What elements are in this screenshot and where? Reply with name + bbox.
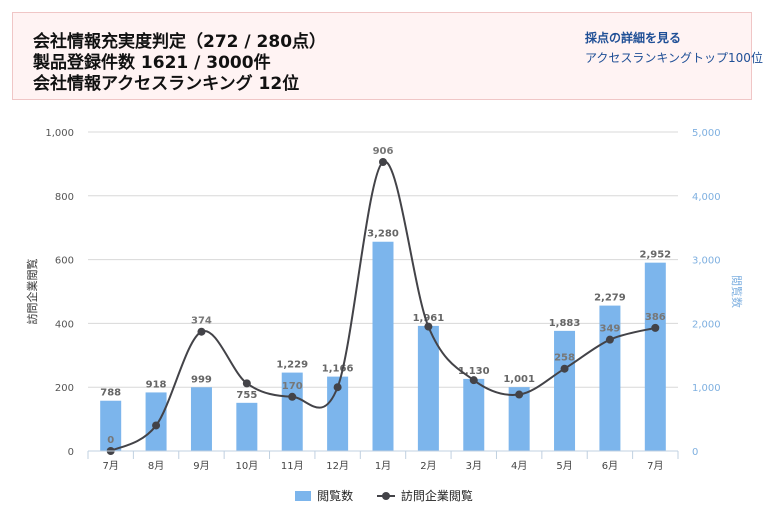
y-right-axis-title: 閲覧数: [730, 275, 744, 308]
line-point: [379, 157, 387, 166]
line-data-label: 349: [599, 324, 620, 335]
score-detail-link[interactable]: 採点の詳細を見る: [585, 31, 682, 45]
bar-data-label: 1,166: [322, 364, 354, 375]
line-point: [333, 383, 342, 392]
y-left-tick-label: 1,000: [45, 128, 74, 139]
bar-data-label: 2,279: [594, 293, 626, 304]
bar: [190, 387, 212, 451]
y-left-tick-label: 800: [55, 192, 74, 203]
line-point: [152, 421, 161, 430]
bar: [463, 378, 485, 451]
y-right-tick-label: 3,000: [692, 256, 721, 267]
y-right-tick-label: 1,000: [692, 383, 721, 394]
bar: [417, 325, 439, 451]
y-right-tick-label: 0: [692, 447, 698, 458]
bar-data-labels: 788 918 999 755 1,229 1,166 3,280 1,961 1,130 1,0…: [100, 229, 671, 401]
x-tick-label: 2月: [420, 460, 436, 472]
line-data-label: 258: [554, 353, 575, 364]
ranking-top100-link[interactable]: アクセスランキングトップ100位: [585, 51, 763, 65]
legend-line-swatch: [376, 491, 395, 501]
bar-data-label: 999: [191, 374, 212, 385]
x-tick-label: 11月: [281, 460, 304, 472]
y-right-tick-label: 2,000: [692, 319, 721, 330]
line-data-label: 170: [282, 381, 303, 392]
line-data-label: 0: [107, 435, 114, 446]
y-left-tick-label: 400: [55, 319, 74, 330]
line-series: [106, 157, 660, 455]
x-tick-label: 7月: [103, 460, 119, 472]
bar-data-label: 918: [146, 379, 167, 390]
bar-series: [100, 241, 666, 451]
line-point: [242, 379, 251, 388]
legend-item-visits[interactable]: 訪問企業閲覧: [376, 487, 473, 504]
bar-data-label: 1,883: [549, 318, 581, 329]
bar-data-label: 788: [100, 388, 121, 399]
legend-visits-label: 訪問企業閲覧: [400, 489, 473, 503]
line-point: [651, 323, 660, 332]
legend-bar-swatch: [295, 490, 312, 501]
y-left-tick-label: 0: [68, 447, 74, 458]
x-tick-label: 3月: [466, 460, 482, 472]
line-data-labels: 0 374 170 906 258 349 386: [107, 146, 666, 446]
bar-data-label: 2,952: [639, 250, 671, 261]
y-right-tick-label: 4,000: [692, 192, 721, 203]
bar-data-label: 3,280: [367, 229, 399, 240]
legend-item-views[interactable]: 閲覧数: [295, 487, 353, 504]
line-point: [605, 335, 614, 344]
bar: [644, 262, 666, 451]
info-score-line: 会社情報充実度判定（272 / 280点）: [33, 32, 327, 52]
x-tick-label: 12月: [326, 460, 349, 472]
info-ranking-line: 会社情報アクセスランキング 12位: [33, 74, 300, 94]
company-info-box: 会社情報充実度判定（272 / 280点） 製品登録件数 1621 / 3000…: [12, 12, 763, 100]
bar: [372, 241, 394, 451]
bar: [236, 402, 258, 451]
x-tick-label: 9月: [193, 460, 209, 472]
x-tick-label: 7月: [647, 460, 663, 472]
bar: [100, 400, 122, 451]
line-data-label: 906: [373, 146, 394, 157]
bar: [554, 330, 576, 451]
y-left-tick-label: 600: [55, 256, 74, 267]
x-tick-label: 4月: [511, 460, 527, 472]
x-tick-label: 10月: [235, 460, 258, 472]
line-point: [197, 327, 206, 336]
line-data-label: 386: [645, 312, 666, 323]
bar: [327, 376, 349, 451]
line-point: [515, 390, 524, 399]
x-tick-label: 1月: [375, 460, 391, 472]
line-point: [288, 392, 297, 401]
x-tick-label: 5月: [556, 460, 572, 472]
line-point: [469, 376, 478, 385]
legend: 閲覧数 訪問企業閲覧: [0, 487, 768, 504]
axes: 0 0 200 1,000 400 2,000 600 3,000 800 4,000 1,000 5…: [25, 128, 744, 472]
bar-data-label: 1,001: [503, 374, 535, 385]
bar-data-label: 1,229: [276, 360, 308, 371]
line-data-label: 374: [191, 316, 212, 327]
y-right-tick-label: 5,000: [692, 128, 721, 139]
bar-data-label: 755: [236, 390, 257, 401]
y-left-axis-title: 訪問企業閲覧: [25, 259, 39, 325]
bar: [508, 387, 530, 451]
line-point: [424, 322, 433, 331]
x-tick-label: 6月: [602, 460, 618, 472]
y-left-tick-label: 200: [55, 383, 74, 394]
bar-data-label: 1,961: [413, 313, 445, 324]
legend-views-label: 閲覧数: [317, 489, 354, 503]
x-tick-label: 8月: [148, 460, 164, 472]
line-point: [560, 364, 569, 373]
bar: [281, 372, 303, 451]
info-products-line: 製品登録件数 1621 / 3000件: [33, 53, 271, 73]
bar-data-label: 1,130: [458, 366, 490, 377]
